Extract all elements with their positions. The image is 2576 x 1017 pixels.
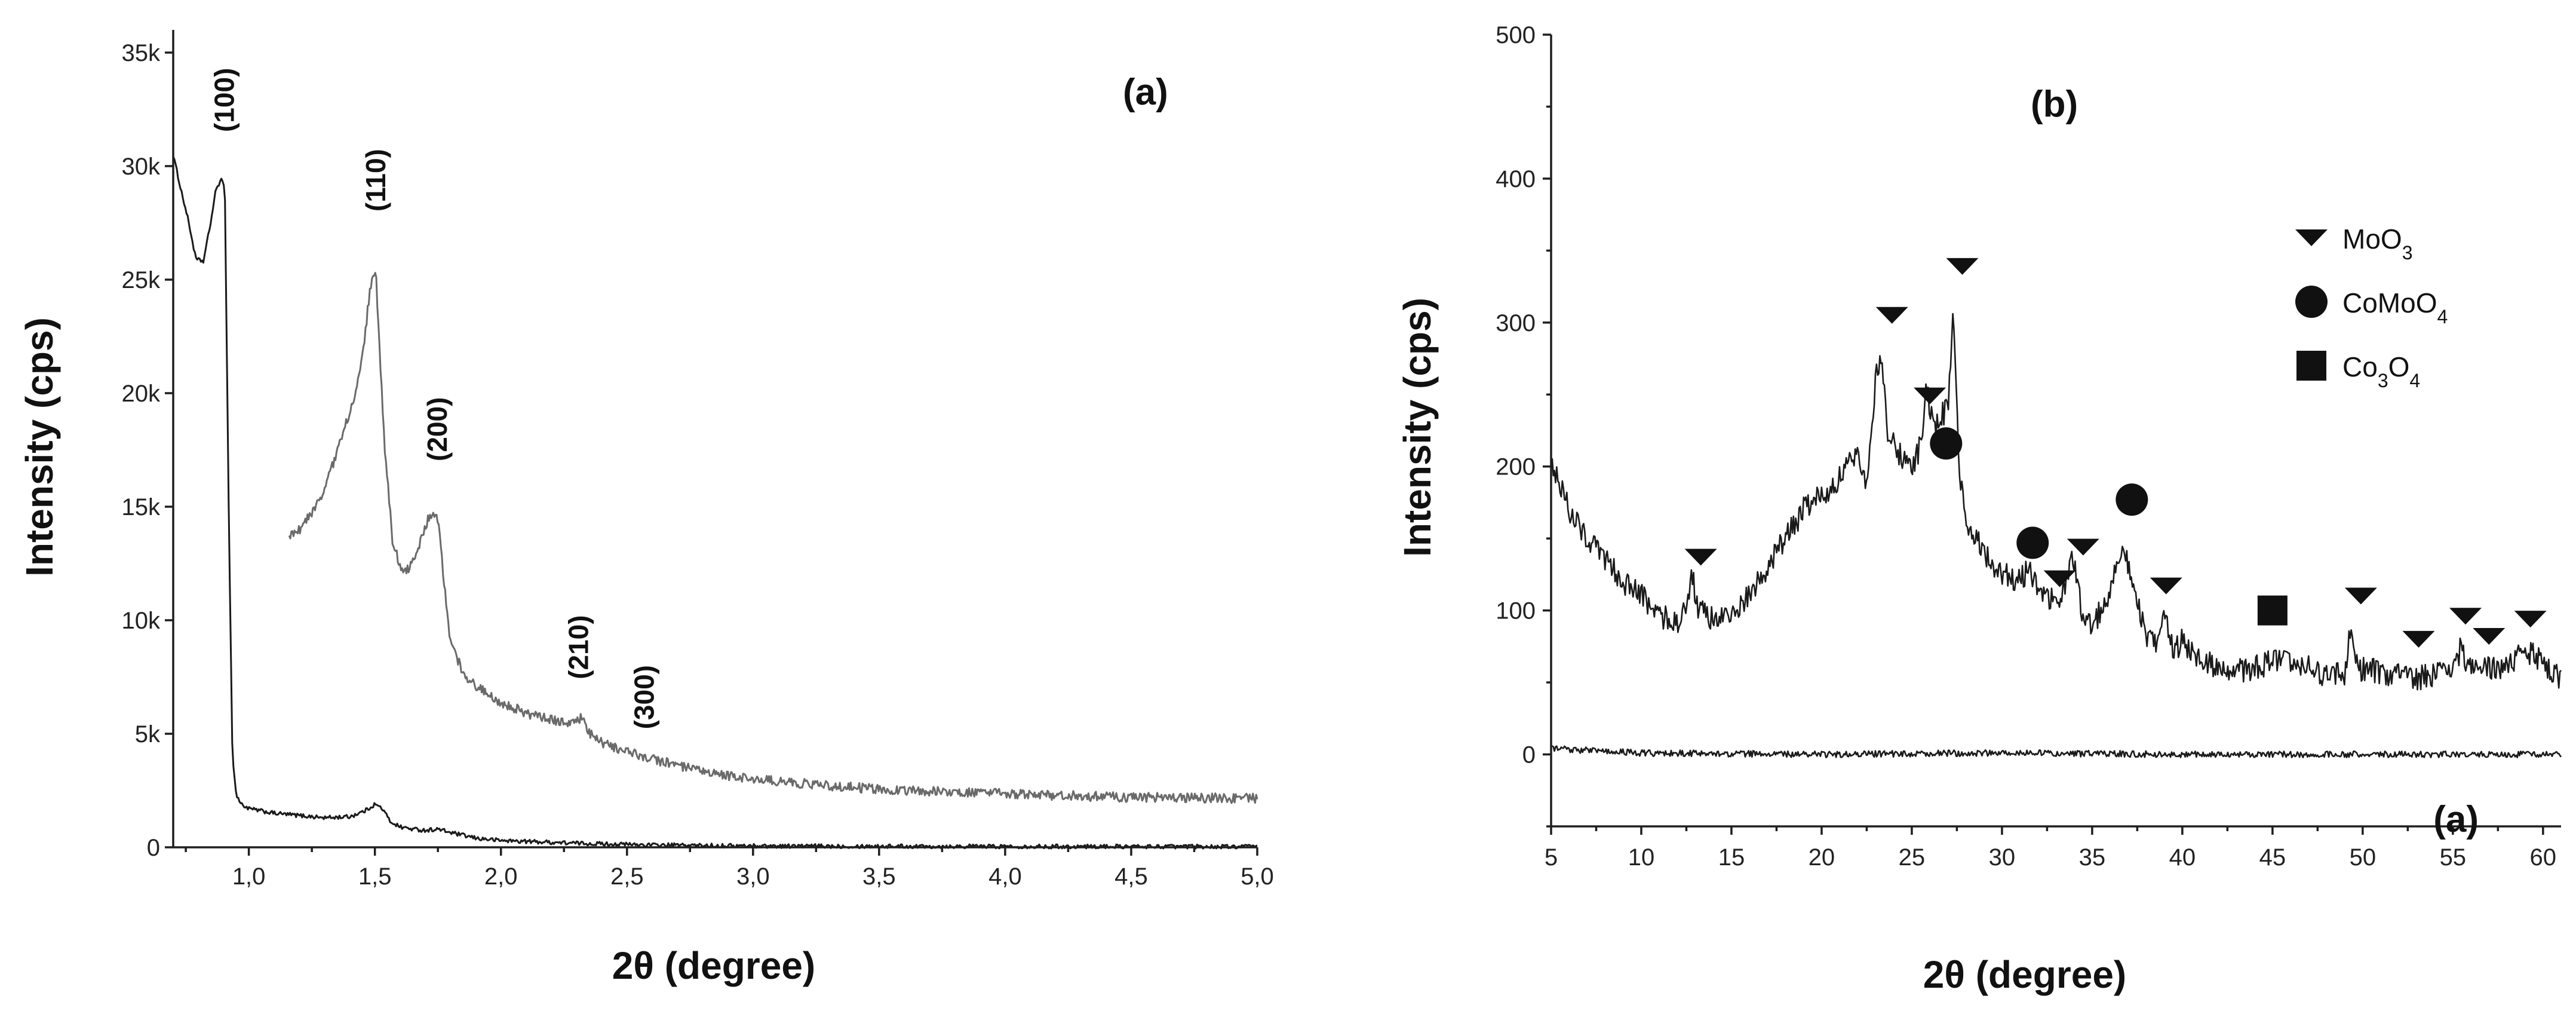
panel-a-y-tick-label: 20k [122, 381, 161, 407]
panel-b-y-tick-label: 400 [1496, 166, 1536, 192]
panel-a-x-tick-label: 5,0 [1241, 863, 1274, 890]
panel-b-x-tick-label: 45 [2259, 844, 2286, 871]
panel-b-y-axis-title: Intensity (cps) [1396, 298, 1439, 557]
marker-comoo4-1 [1930, 427, 1963, 460]
panel-b-phase-markers [1684, 258, 2547, 648]
panel-b-x-axis-title: 2θ (degree) [1923, 953, 2126, 996]
panel-a-x-tick-label: 1,0 [232, 863, 266, 890]
panel-a-x-tick-label: 1,5 [358, 863, 392, 890]
legend-symbol-2 [2295, 286, 2328, 318]
panel-a-y-axis-title: Intensity (cps) [18, 317, 61, 577]
panel-a-series-1-line [172, 156, 1258, 850]
panel-a-peak-labels: (100) (110) (200) (210) (300) [209, 68, 660, 730]
panel-a-y-tick-label: 5k [135, 721, 161, 748]
panel-b-x-tick-label: 15 [1718, 844, 1745, 871]
panel-a-curves [172, 156, 1258, 850]
panel-a-x-tick-label: 4,0 [988, 863, 1022, 890]
legend-label-2: CoMoO4 [2342, 287, 2448, 327]
legend-label-3: Co3O4 [2342, 351, 2420, 391]
panel-a-y-tick-label: 25k [122, 267, 161, 293]
panel-b-y-tick-label: 200 [1496, 454, 1536, 480]
marker-moo3-11 [2473, 628, 2506, 645]
marker-comoo4-3 [2116, 483, 2148, 516]
panel-a-y-tick-label: 30k [122, 154, 161, 180]
panel-b-y-tick-label: 100 [1496, 598, 1536, 624]
marker-moo3-7 [2150, 577, 2182, 595]
panel-a-y-tick-label: 10k [122, 608, 161, 634]
panel-a-x-tick-label: 2,0 [484, 863, 518, 890]
marker-moo3-10 [2449, 608, 2482, 625]
panel-a-y-tick-label: 15k [122, 494, 161, 520]
panel-b-series-2-line [1550, 745, 2562, 758]
panel-b-y-tick-label: 500 [1496, 22, 1536, 48]
panel-b-x-tick-label: 55 [2440, 844, 2467, 871]
legend-symbol-1 [2295, 229, 2328, 246]
panel-b-axes: 0 100 200 300 400 500 5 10 15 20 25 30 35 40 45 50 55 60 [1496, 22, 2561, 871]
marker-comoo4-2 [2016, 526, 2049, 559]
marker-moo3-6 [2067, 538, 2099, 556]
panel-b-x-tick-label: 20 [1809, 844, 1835, 871]
legend-symbol-3 [2296, 351, 2326, 381]
panel-a-chart: (100) (110) (200) (210) (300) 0 5k 10k 15k 20k 25… [18, 30, 1274, 987]
panel-b-curves [1550, 313, 2562, 758]
panel-a-x-axis-title: 2θ (degree) [612, 944, 815, 987]
panel-b-x-tick-label: 35 [2079, 844, 2106, 871]
panel-a-x-tick-label: 2,5 [610, 863, 644, 890]
panel-a-peak-label-3: (200) [422, 397, 453, 461]
panel-b-label: (b) [2031, 84, 2078, 125]
marker-moo3-1 [1684, 549, 1717, 566]
legend-label-1: MoO3 [2342, 223, 2412, 264]
panel-a-peak-label-4: (210) [563, 615, 594, 679]
panel-b-x-tick-label: 5 [1545, 844, 1558, 871]
panel-a-peak-label-5: (300) [628, 665, 659, 729]
marker-moo3-5 [2043, 570, 2076, 587]
panel-a-label: (a) [1123, 72, 1168, 113]
marker-co3o4-1 [2257, 595, 2288, 626]
panel-b-x-tick-label: 25 [1899, 844, 1926, 871]
panel-a-peak-label-1: (100) [209, 68, 240, 132]
panel-a-x-tick-label: 3,5 [862, 863, 896, 890]
marker-moo3-12 [2514, 611, 2547, 628]
panel-b-x-tick-label: 60 [2530, 844, 2557, 871]
panel-b-y-tick-label: 300 [1496, 310, 1536, 336]
panel-b-x-tick-label: 50 [2350, 844, 2377, 871]
panel-b-legend: MoO3 CoMoO4 Co3O4 [2295, 223, 2448, 391]
marker-moo3-3 [1914, 387, 1946, 405]
panel-b-y-tick-label: 0 [1522, 742, 1536, 768]
panel-b-x-tick-label: 30 [1989, 844, 2016, 871]
panel-a-peak-label-2: (110) [360, 149, 391, 212]
panel-a-x-tick-label: 3,0 [736, 863, 770, 890]
panel-b-x-tick-label: 10 [1628, 844, 1655, 871]
panel-b-x-tick-label: 40 [2169, 844, 2196, 871]
panel-a-series-2-line [288, 272, 1258, 804]
panel-b-series-a-label: (a) [2433, 799, 2479, 840]
marker-moo3-9 [2402, 630, 2435, 648]
marker-moo3-8 [2344, 587, 2377, 605]
panel-a-x-tick-label: 4,5 [1114, 863, 1148, 890]
panel-a-y-tick-label: 0 [147, 835, 160, 861]
panel-b-series-1-line [1550, 313, 2562, 691]
panel-a-axes: 0 5k 10k 15k 20k 25k 30k 35k 1,0 1,5 2,0 2,5 3,0 3,5 4… [122, 30, 1274, 890]
marker-moo3-4 [1946, 258, 1979, 275]
panel-a-y-tick-label: 35k [122, 40, 161, 66]
marker-moo3-2 [1875, 307, 1908, 324]
